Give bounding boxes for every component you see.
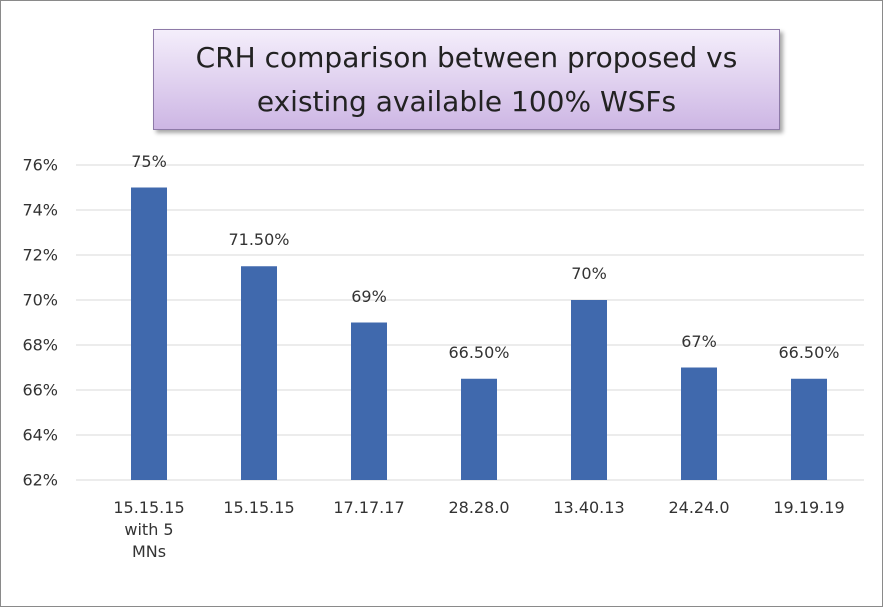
data-label: 66.50% [448,342,510,362]
y-tick-label: 66% [22,380,58,400]
x-tick-label: 17.17.17 [333,498,405,517]
data-label: 70% [571,264,607,283]
y-tick-label: 74% [22,200,58,220]
bar [241,266,277,480]
bar [351,322,387,480]
x-tick-label: 15.15.15 with 5 MNs [113,498,185,561]
x-tick-label: 28.28.0 [448,498,510,517]
x-tick-label: 19.19.19 [773,498,845,517]
y-tick-label: 76% [22,155,58,175]
y-tick-label: 72% [22,245,58,265]
bar [681,367,717,480]
bar [571,300,607,480]
data-label: 67% [681,331,717,351]
y-tick-label: 68% [22,335,58,355]
x-tick-label: 24.24.0 [668,498,730,517]
x-tick-label: 15.15.15 [223,498,295,517]
y-tick-label: 70% [22,290,58,310]
data-label: 71.50% [228,230,290,250]
bar [461,378,497,480]
x-tick-label: 13.40.13 [553,498,625,517]
y-tick-label: 64% [22,425,58,445]
y-tick-label: 62% [22,470,58,490]
bar [791,378,827,480]
data-label: 75% [131,151,167,171]
data-label: 69% [351,286,387,306]
bar [131,187,167,480]
data-label: 66.50% [778,342,840,362]
chart-title: CRH comparison between proposed vs exist… [153,29,780,130]
